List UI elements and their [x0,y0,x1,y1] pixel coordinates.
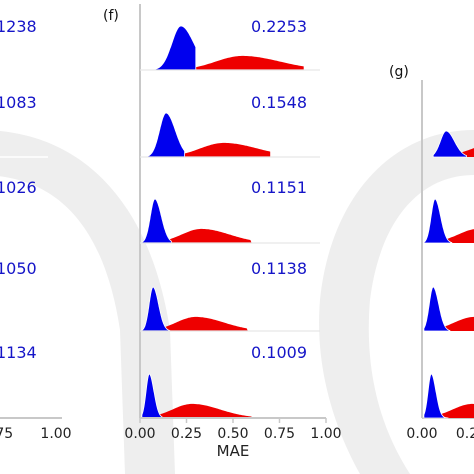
blue-density-area [423,198,453,244]
mae-value-label: 1050 [0,259,37,278]
mae-value-label: 0.1548 [251,93,307,112]
panel-g-partial: (g) 0.00 0.2 [389,64,474,442]
red-density-area [440,229,474,243]
x-tick-label: 0.75 [264,426,295,442]
blue-density-area [423,286,451,332]
blue-density-area [141,198,173,244]
blue-density-area [423,373,449,419]
x-tick-label: 0.00 [124,426,155,442]
x-tick-label: 0.00 [406,426,437,442]
red-density-area [152,228,252,243]
x-tick-label: 0.2 [456,426,474,442]
mae-value-label: 0.1138 [251,259,307,278]
blue-density-area [141,286,171,332]
mae-value-label: 1238 [0,17,37,36]
x-tick-label: 0.50 [217,426,248,442]
x-tick-label: .75 [0,426,13,442]
red-density-area [143,403,252,418]
mae-value-label: 1026 [0,178,37,197]
mae-value-label: 1134 [0,343,37,362]
watermark [0,130,474,474]
blue-density-area [432,130,467,158]
x-tick-label: 0.25 [171,426,202,442]
panel-label: (g) [389,64,409,80]
mae-value-label: 1083 [0,93,37,112]
x-axis-label: MAE [217,442,250,460]
red-density-area [435,403,474,418]
blue-density-area [155,25,197,71]
blue-density-area [147,112,185,158]
panel-label: (f) [103,8,119,24]
x-tick-label: 1.00 [40,426,71,442]
mae-value-label: 0.1151 [251,178,307,197]
panel-e-partial: 1238 1083 1026 1050 1134 .75 1.00 [0,17,72,442]
panel-f: (f) 0.2253 0.1548 0.1151 0.1138 0.1009 0.00 0… [103,4,342,460]
x-tick-label: 1.00 [310,426,341,442]
red-density-area [147,316,248,331]
mae-value-label: 0.2253 [251,17,307,36]
red-density-area [177,55,304,70]
red-density-area [165,142,271,157]
mae-value-label: 0.1009 [251,343,307,362]
